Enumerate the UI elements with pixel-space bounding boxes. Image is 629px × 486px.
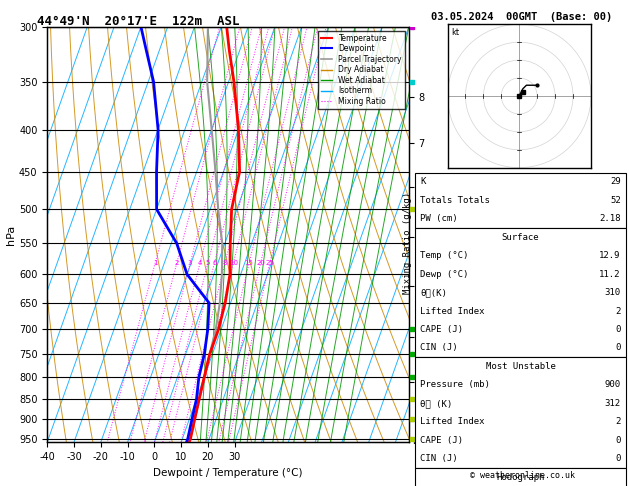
Text: 8: 8: [223, 260, 227, 266]
Text: Temp (°C): Temp (°C): [420, 251, 469, 260]
Text: 10: 10: [229, 260, 238, 266]
Text: CIN (J): CIN (J): [420, 454, 458, 463]
Text: 2: 2: [615, 307, 621, 315]
Text: 3: 3: [188, 260, 192, 266]
Text: θᴁ (K): θᴁ (K): [420, 399, 452, 408]
Text: 4: 4: [198, 260, 202, 266]
Text: Dewp (°C): Dewp (°C): [420, 270, 469, 278]
Text: 52: 52: [610, 196, 621, 205]
Text: 12.9: 12.9: [599, 251, 621, 260]
Text: CIN (J): CIN (J): [420, 344, 458, 352]
Text: 2: 2: [615, 417, 621, 426]
Text: Surface: Surface: [502, 233, 539, 242]
Text: LCL: LCL: [413, 437, 429, 446]
Text: CAPE (J): CAPE (J): [420, 325, 463, 334]
Y-axis label: hPa: hPa: [6, 225, 16, 244]
Text: 6: 6: [212, 260, 216, 266]
Text: 310: 310: [604, 288, 621, 297]
Text: Mixing Ratio (g/kg): Mixing Ratio (g/kg): [403, 192, 412, 294]
Text: K: K: [420, 177, 426, 186]
X-axis label: Dewpoint / Temperature (°C): Dewpoint / Temperature (°C): [153, 468, 303, 478]
Text: Most Unstable: Most Unstable: [486, 362, 555, 371]
Text: 25: 25: [265, 260, 274, 266]
Text: θᴁ(K): θᴁ(K): [420, 288, 447, 297]
Legend: Temperature, Dewpoint, Parcel Trajectory, Dry Adiabat, Wet Adiabat, Isotherm, Mi: Temperature, Dewpoint, Parcel Trajectory…: [318, 31, 405, 109]
Text: 29: 29: [610, 177, 621, 186]
Text: Lifted Index: Lifted Index: [420, 307, 485, 315]
Text: 1: 1: [153, 260, 157, 266]
Text: 20: 20: [256, 260, 265, 266]
Text: 0: 0: [615, 454, 621, 463]
Text: 5: 5: [206, 260, 210, 266]
Text: Totals Totals: Totals Totals: [420, 196, 490, 205]
Text: Hodograph: Hodograph: [496, 473, 545, 482]
Text: 0: 0: [615, 344, 621, 352]
Text: 03.05.2024  00GMT  (Base: 00): 03.05.2024 00GMT (Base: 00): [431, 12, 613, 22]
Text: 15: 15: [245, 260, 253, 266]
Text: 900: 900: [604, 381, 621, 389]
Text: 2.18: 2.18: [599, 214, 621, 223]
Text: 2: 2: [174, 260, 179, 266]
Text: 0: 0: [615, 325, 621, 334]
Text: Lifted Index: Lifted Index: [420, 417, 485, 426]
Text: 312: 312: [604, 399, 621, 408]
Text: © weatheronline.co.uk: © weatheronline.co.uk: [470, 471, 574, 480]
Text: 0: 0: [615, 436, 621, 445]
Y-axis label: km
ASL: km ASL: [443, 224, 462, 245]
Text: CAPE (J): CAPE (J): [420, 436, 463, 445]
Text: PW (cm): PW (cm): [420, 214, 458, 223]
Text: 11.2: 11.2: [599, 270, 621, 278]
Text: 44°49'N  20°17'E  122m  ASL: 44°49'N 20°17'E 122m ASL: [37, 15, 240, 28]
Text: kt: kt: [451, 28, 459, 37]
Text: Pressure (mb): Pressure (mb): [420, 381, 490, 389]
